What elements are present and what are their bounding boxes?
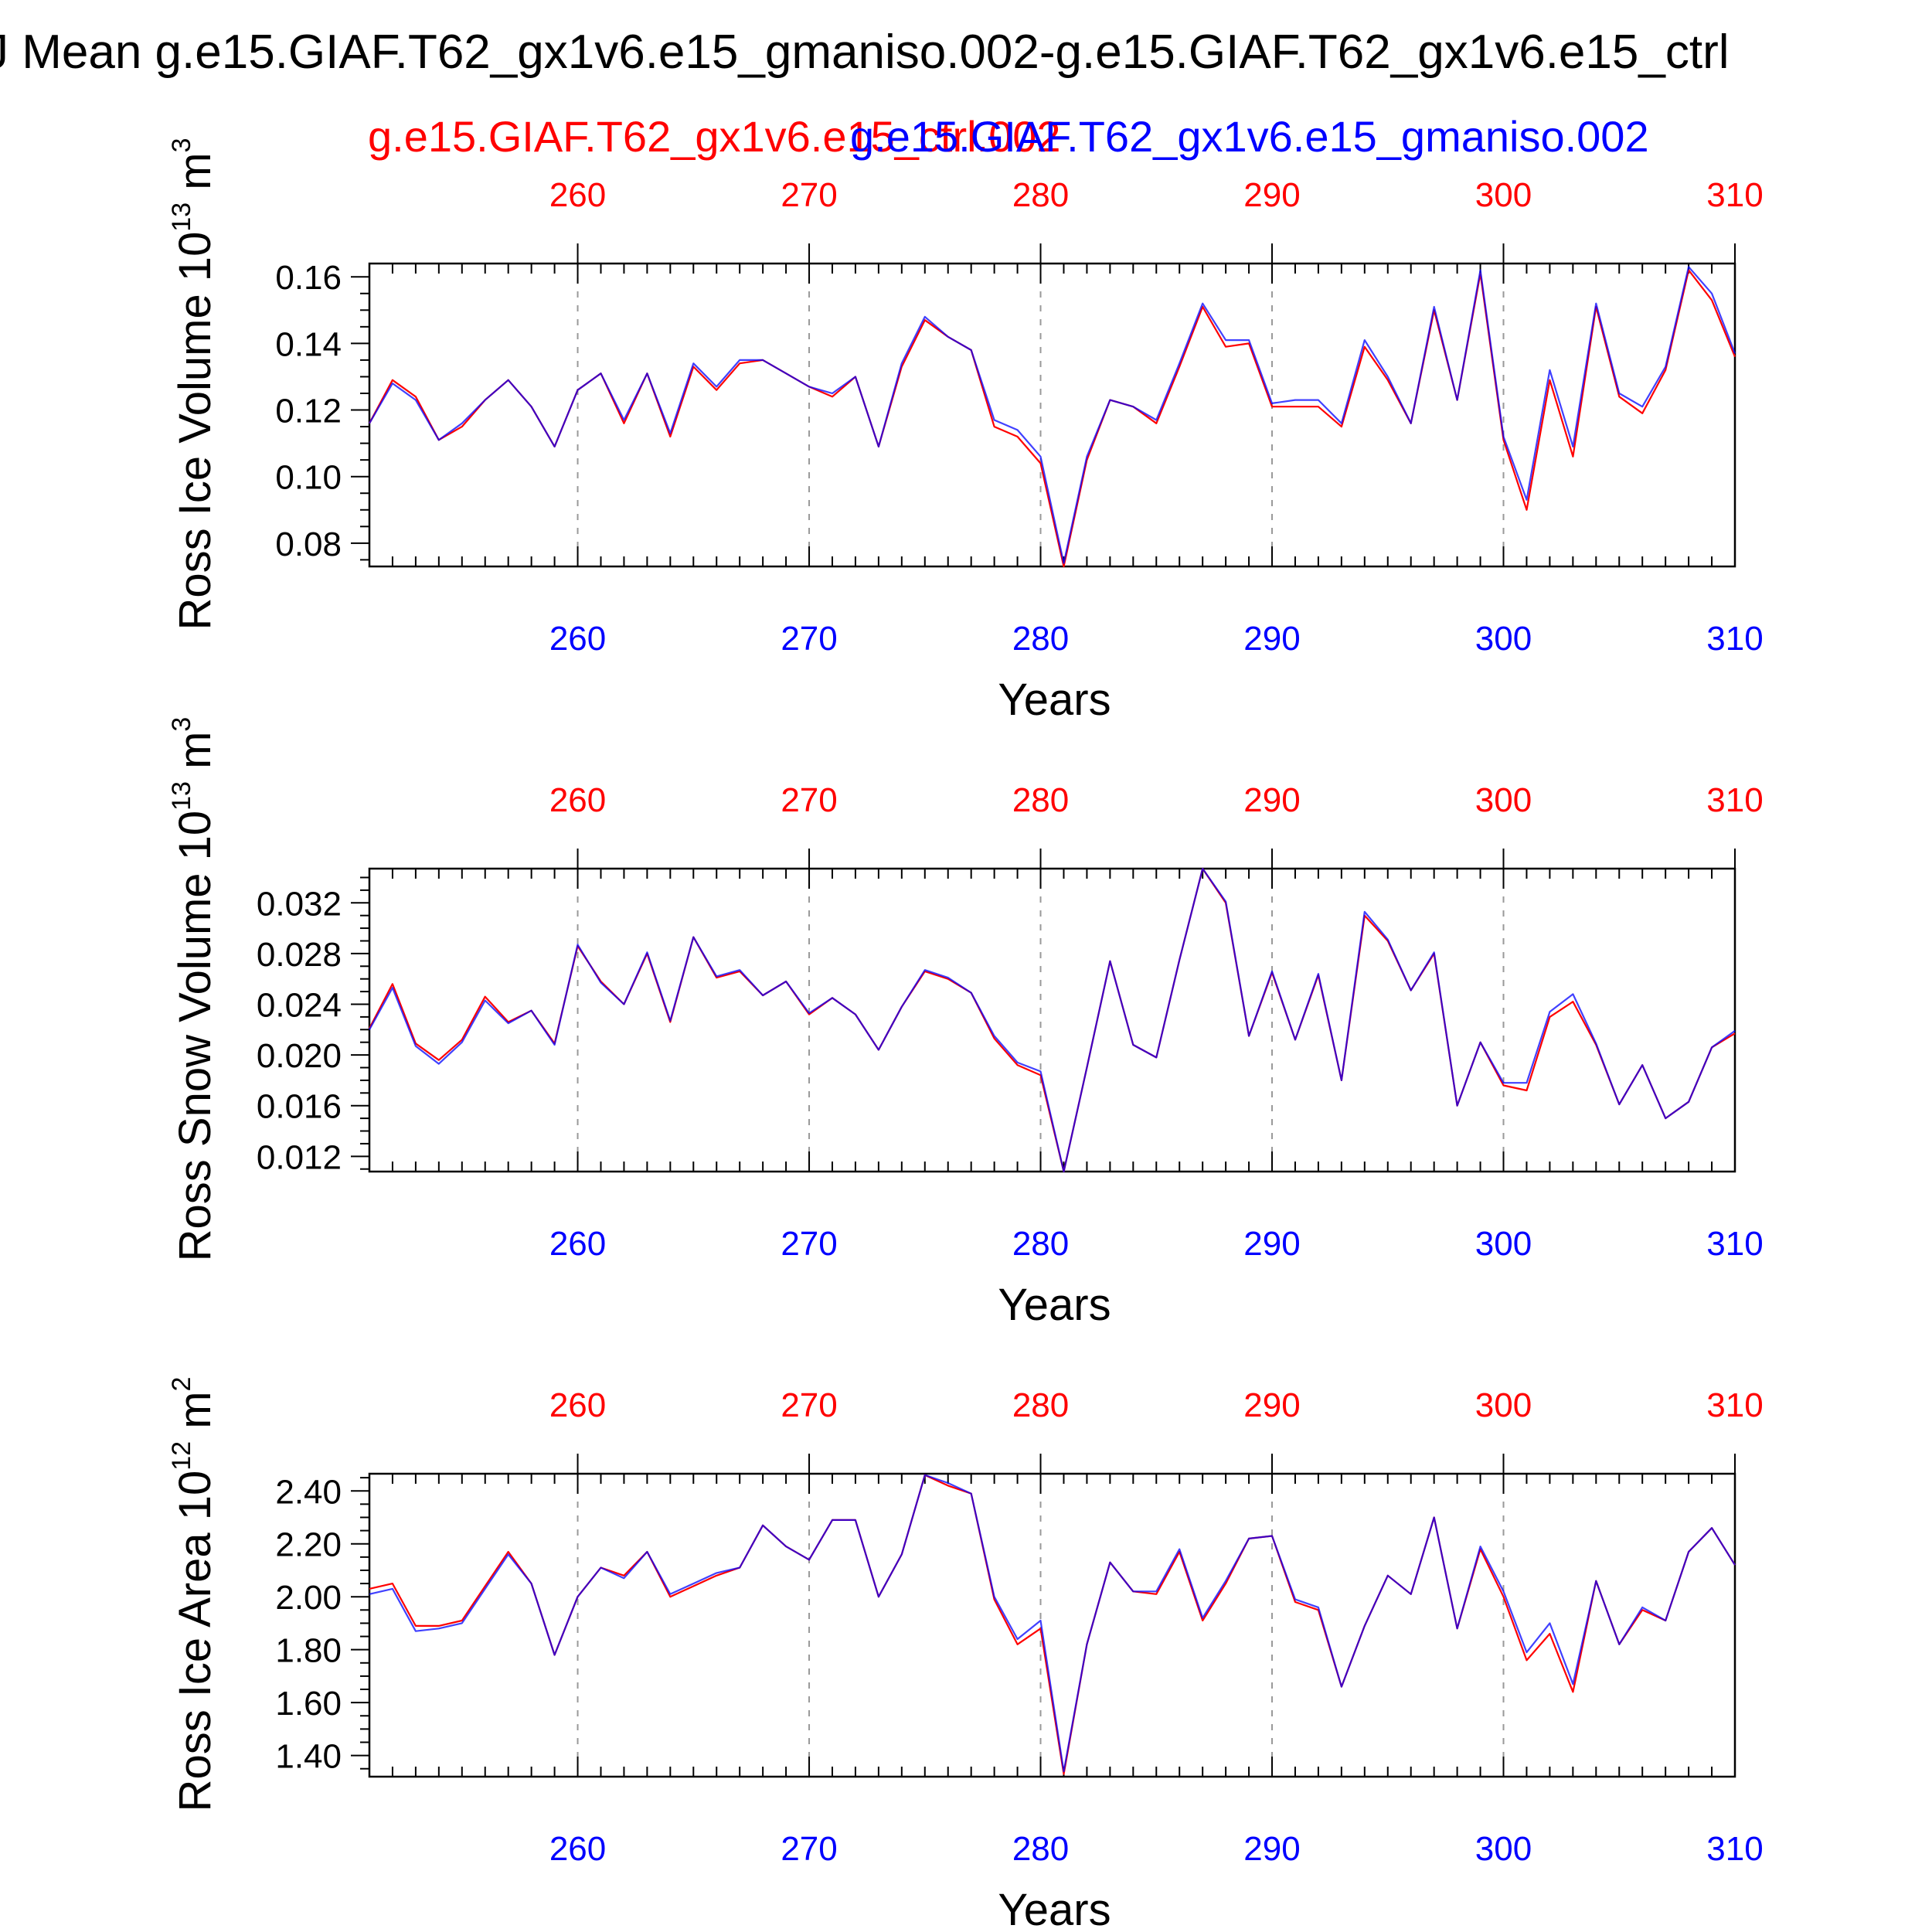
x-tick-label-bottom: 290 [1243,1225,1300,1263]
x-tick-label-top: 280 [1012,1386,1069,1424]
x-tick-label-bottom: 260 [549,1830,606,1868]
x-tick-label-bottom: 280 [1012,1225,1069,1263]
x-tick-label-top: 290 [1243,176,1300,214]
y-axis-label-unit-exponent: 3 [167,717,196,732]
series-line-ctrl [369,1474,1736,1775]
y-tick-label: 1.40 [275,1738,342,1776]
y-axis-label-main: Ross Ice Volume 10 [170,232,220,631]
y-tick-label: 1.60 [275,1685,342,1723]
x-axis-label: Years [998,675,1111,725]
y-tick-label: 0.032 [257,885,342,923]
x-axis-label: Years [998,1885,1111,1932]
y-axis-label: Ross Ice Volume 1013 m3 [167,138,220,630]
panel-1: 0.08 0.10 0.12 0.14 0.16 260 270 280 290 300 310 26… [167,138,1764,725]
x-tick-label-bottom: 290 [1243,620,1300,658]
x-tick-label-top: 310 [1706,1386,1763,1424]
plot-frame [368,867,1736,1173]
x-tick-label-bottom: 270 [781,1225,837,1263]
x-tick-label-bottom: 280 [1012,1830,1069,1868]
panel-2: 0.012 0.016 0.020 0.024 0.028 0.032 260 270 280 2… [167,717,1764,1330]
y-axis-label-unit: m [170,1391,220,1440]
y-tick-label: 0.028 [257,936,342,974]
y-tick-label: 1.80 [275,1632,342,1670]
x-tick-label-bottom: 300 [1475,1830,1532,1868]
x-tick-label-bottom: 310 [1706,1225,1763,1263]
x-tick-label-bottom: 260 [549,1225,606,1263]
x-tick-label-top: 290 [1243,781,1300,819]
y-tick-label: 2.40 [275,1473,342,1511]
series-line-ctrl [369,269,1736,568]
series-line-gmaniso [369,266,1736,564]
y-tick-label: 0.08 [275,526,342,563]
legend-red-series: g.e15.GIAF.T62_gx1v6.e15_ctrl.002 [368,112,1061,161]
x-tick-label-top: 300 [1475,781,1532,819]
x-tick-label-bottom: 310 [1706,1830,1763,1868]
y-axis-label-main: Ross Ice Area 10 [170,1471,220,1812]
y-tick-label: 0.12 [275,393,342,430]
x-tick-label-top: 260 [549,176,606,214]
y-axis-label: Ross Snow Volume 1013 m3 [167,717,220,1262]
y-tick-label: 2.00 [275,1579,342,1617]
x-tick-label-top: 300 [1475,176,1532,214]
x-tick-label-bottom: 270 [781,1830,837,1868]
plot-frame [368,1472,1736,1778]
series-line-ctrl [369,867,1736,1173]
y-axis-label-unit-exponent: 3 [167,138,196,152]
y-axis-label: Ross Ice Area 1012 m2 [167,1377,220,1812]
y-axis-label-exponent: 13 [167,202,196,232]
x-tick-label-top: 270 [781,1386,837,1424]
series-line-gmaniso [369,1474,1736,1773]
x-tick-label-top: 280 [1012,176,1069,214]
y-axis-label-unit-exponent: 2 [167,1377,196,1392]
series-line-gmaniso [369,867,1736,1173]
x-tick-label-top: 310 [1706,781,1763,819]
y-axis-label-exponent: 12 [167,1441,196,1471]
y-tick-label: 0.024 [257,986,342,1024]
y-tick-label: 2.20 [275,1526,342,1564]
x-tick-label-top: 290 [1243,1386,1300,1424]
legend-blue-series: g.e15.GIAF.T62_gx1v6.e15_gmaniso.002 [850,112,1649,161]
x-tick-label-top: 310 [1706,176,1763,214]
x-tick-label-top: 260 [549,781,606,819]
x-tick-label-top: 270 [781,176,837,214]
x-tick-label-top: 260 [549,1386,606,1424]
x-tick-label-top: 300 [1475,1386,1532,1424]
y-axis-label-exponent: 13 [167,781,196,811]
y-axis-label-main: Ross Snow Volume 10 [170,811,220,1262]
panel-3: 1.40 1.60 1.80 2.00 2.20 2.40 260 270 280 290 300 3… [167,1377,1764,1932]
figure-title: J Mean g.e15.GIAF.T62_gx1v6.e15_gmaniso.… [0,26,1730,79]
x-tick-label-bottom: 260 [549,620,606,658]
plot-frame [368,262,1736,568]
y-axis-label-unit: m [170,732,220,781]
y-tick-label: 0.020 [257,1037,342,1075]
x-tick-label-bottom: 270 [781,620,837,658]
y-tick-label: 0.012 [257,1138,342,1176]
x-tick-label-bottom: 280 [1012,620,1069,658]
x-tick-label-bottom: 310 [1706,620,1763,658]
y-tick-label: 0.016 [257,1088,342,1126]
x-tick-label-top: 270 [781,781,837,819]
x-tick-label-bottom: 290 [1243,1830,1300,1868]
x-tick-label-bottom: 300 [1475,620,1532,658]
y-tick-label: 0.10 [275,459,342,497]
y-tick-label: 0.16 [275,259,342,297]
x-tick-label-bottom: 300 [1475,1225,1532,1263]
y-tick-label: 0.14 [275,325,342,363]
x-axis-label: Years [998,1280,1111,1330]
y-axis-label-unit: m [170,152,220,202]
x-tick-label-top: 280 [1012,781,1069,819]
